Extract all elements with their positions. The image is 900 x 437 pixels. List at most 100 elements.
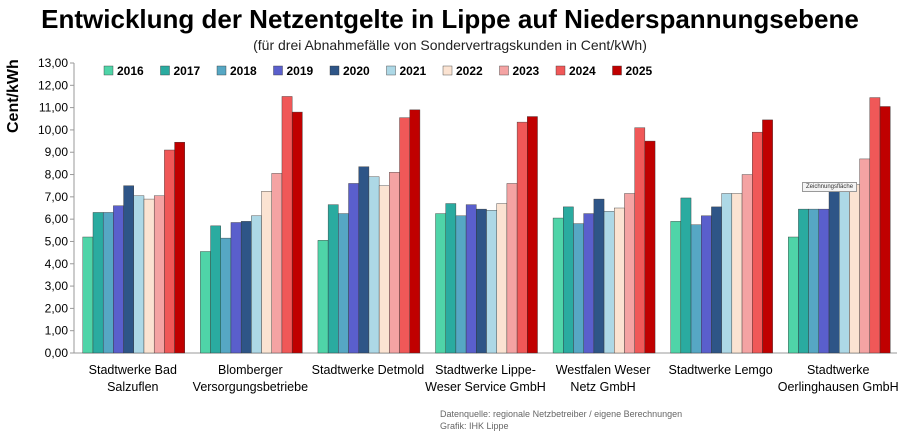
x-tick-label: Netz GmbH — [570, 380, 635, 394]
bar — [348, 183, 359, 354]
x-tick-label: Stadtwerke — [807, 363, 870, 377]
legend-swatch — [386, 65, 396, 76]
bar — [123, 185, 134, 354]
y-tick-label: 10,00 — [38, 123, 68, 137]
legend-swatch — [442, 65, 453, 76]
bar — [516, 121, 528, 354]
bar — [476, 208, 487, 354]
bar — [368, 176, 380, 354]
y-tick-label: 4,00 — [45, 257, 69, 271]
bar — [435, 213, 446, 354]
bar — [251, 215, 262, 354]
chart-subtitle: (für drei Abnahmefälle von Sondervertrag… — [253, 37, 647, 53]
bar — [670, 221, 682, 354]
legend-label: 2023 — [513, 64, 540, 78]
bar — [721, 193, 733, 354]
bar — [879, 106, 891, 354]
bar — [133, 195, 145, 354]
bar — [143, 198, 155, 354]
bar — [271, 173, 283, 354]
bar — [486, 210, 497, 354]
bar — [701, 215, 712, 354]
bar — [389, 172, 400, 354]
x-tick-label: Stadtwerke Bad — [89, 363, 177, 377]
x-tick-label: Stadtwerke Lippe- — [435, 363, 536, 377]
bar — [762, 119, 773, 354]
legend-label: 2017 — [174, 64, 201, 78]
legend-label: 2020 — [343, 64, 370, 78]
bar — [752, 131, 763, 354]
legend-label: 2019 — [287, 64, 314, 78]
bar — [741, 174, 753, 354]
y-tick-label: 5,00 — [45, 234, 69, 248]
bar — [808, 208, 820, 354]
y-tick-label: 3,00 — [45, 279, 69, 293]
bar — [563, 206, 574, 354]
legend-swatch — [555, 65, 566, 76]
bar — [220, 237, 232, 354]
bar — [261, 191, 272, 354]
legend-label: 2016 — [117, 64, 144, 78]
bar — [828, 191, 840, 354]
bar — [445, 203, 457, 354]
x-tick-label: Stadtwerke Detmold — [312, 363, 425, 377]
legend-label: 2024 — [569, 64, 596, 78]
bar — [573, 223, 584, 354]
legend-label: 2021 — [400, 64, 427, 78]
bar — [614, 207, 625, 354]
x-tick-label: Oerlinghausen GmbH — [778, 380, 899, 394]
y-tick-label: 0,00 — [45, 346, 69, 360]
bar — [465, 204, 477, 354]
legend-label: 2018 — [230, 64, 257, 78]
legend-label: 2022 — [456, 64, 483, 78]
bar — [593, 198, 605, 354]
chart-title: Entwicklung der Netzentgelte in Lippe au… — [41, 4, 859, 34]
x-tick-label: Westfalen Weser — [556, 363, 651, 377]
legend-swatch — [216, 65, 227, 76]
bar — [291, 111, 303, 354]
y-tick-label: 6,00 — [45, 212, 69, 226]
bar — [378, 185, 390, 354]
y-tick-label: 1,00 — [45, 324, 69, 338]
bar — [174, 141, 185, 354]
bar — [644, 140, 656, 354]
bar — [859, 158, 871, 354]
bar — [113, 205, 124, 354]
y-tick-label: 12,00 — [38, 78, 68, 92]
bar — [798, 208, 809, 354]
bar — [455, 215, 467, 354]
bar — [552, 217, 564, 354]
bar — [358, 166, 370, 354]
y-tick-label: 11,00 — [39, 101, 68, 115]
bar — [82, 236, 94, 354]
bar — [680, 197, 692, 354]
bar — [164, 149, 175, 354]
y-tick-label: 2,00 — [45, 301, 69, 315]
x-tick-label: Versorgungsbetriebe — [193, 380, 308, 394]
bar — [230, 222, 242, 354]
bar — [210, 225, 221, 354]
bar — [409, 109, 421, 354]
bar — [317, 240, 329, 354]
bar — [818, 208, 830, 354]
source-line-data: Datenquelle: regionale Netzbetreiber / e… — [440, 409, 683, 419]
bar — [281, 96, 293, 354]
legend-swatch — [273, 65, 283, 76]
y-tick-label: 9,00 — [45, 145, 69, 159]
x-tick-label: Weser Service GmbH — [425, 380, 546, 394]
bar — [583, 213, 595, 354]
bar — [711, 206, 722, 354]
bar — [506, 183, 518, 354]
legend-swatch — [160, 65, 170, 76]
bar — [788, 236, 799, 354]
bar — [731, 193, 743, 354]
bar — [327, 204, 339, 354]
x-tick-label: Stadtwerke Lemgo — [669, 363, 773, 377]
x-tick-label: Blomberger — [218, 363, 283, 377]
source-line-graphic: Grafik: IHK Lippe — [440, 421, 509, 431]
source-note: Datenquelle: regionale Netzbetreiber / e… — [440, 408, 682, 432]
y-tick-label: 7,00 — [45, 190, 69, 204]
bar — [399, 117, 410, 354]
bar — [200, 251, 211, 354]
